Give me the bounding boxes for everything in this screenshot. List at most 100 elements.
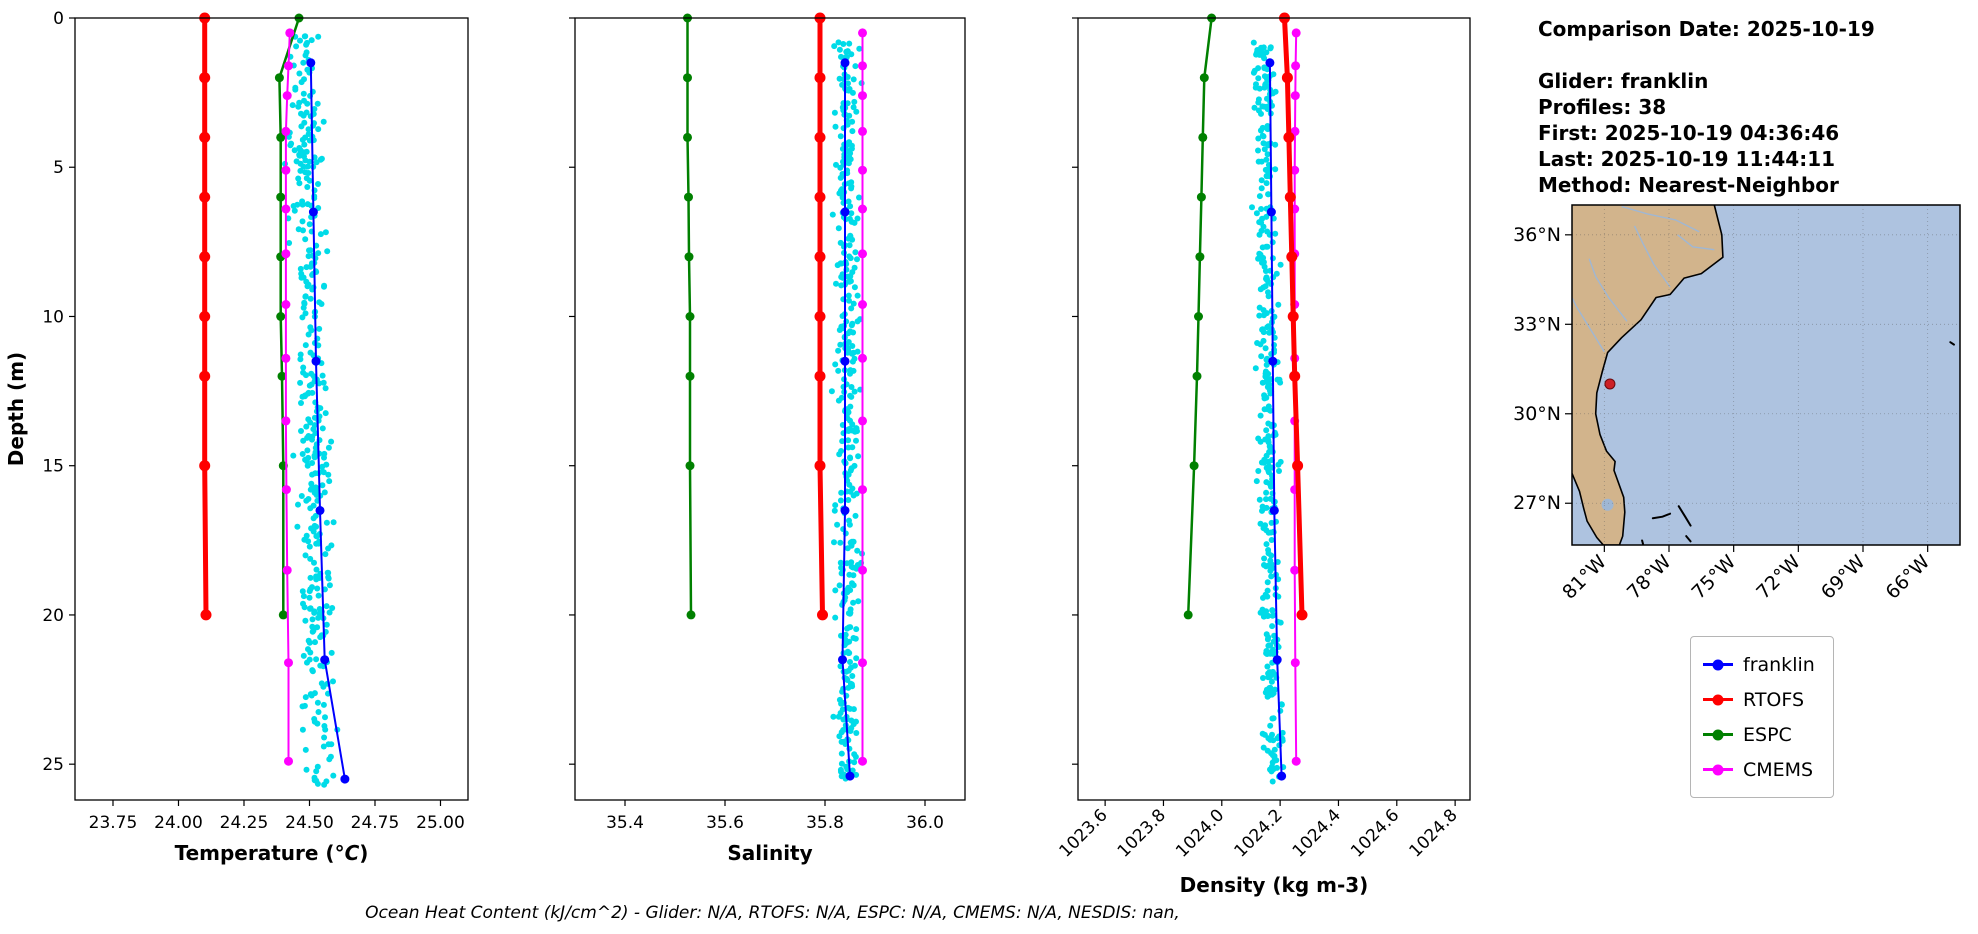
map-river (1572, 297, 1605, 353)
salinity-xtick-label: 35.6 (706, 813, 744, 833)
temperature-ylabel: Depth (m) (4, 352, 28, 466)
salinity-ESPC-markers (683, 13, 696, 620)
map-river (1621, 205, 1700, 233)
density-frame (1077, 17, 1471, 801)
map-lat-tick-label: 33°N (1513, 313, 1561, 335)
density-xtick-label: 1024.2 (1230, 805, 1286, 861)
temperature-RTOFS-markers (199, 12, 212, 621)
temperature-xtick-label: 24.75 (351, 813, 400, 833)
map-glider-position-marker (1604, 378, 1616, 390)
glider-name-text: Glider: franklin (1538, 69, 1709, 93)
density-ESPC-markers (1183, 13, 1217, 620)
map-lon-tick-label: 75°W (1688, 551, 1741, 604)
salinity-xlabel: Salinity (727, 841, 812, 865)
ocean-heat-content-caption: Ocean Heat Content (kJ/cm^2) - Glider: N… (365, 903, 1180, 923)
temperature-CMEMS-line (284, 32, 291, 762)
legend-item-cmems: CMEMS (1703, 752, 1815, 787)
map-river (1588, 258, 1628, 322)
density-xtick-label: 1024.4 (1289, 805, 1345, 861)
salinity-xtick-label: 35.8 (806, 813, 844, 833)
plot-salinity: 35.4 35.6 35.8 36.0 Salinity (569, 12, 966, 865)
temperature-xtick-label: 24.25 (220, 813, 269, 833)
temperature-xtick-label: 25.00 (416, 813, 465, 833)
info-spacer (1538, 42, 1875, 68)
map-land (1572, 205, 1723, 545)
map-island (1949, 341, 1955, 346)
map-frame (1571, 204, 1961, 546)
density-xtick-label: 1023.6 (1055, 805, 1111, 861)
legend-line-marker-espc (1703, 729, 1733, 740)
legend-label-franklin: franklin (1743, 653, 1815, 676)
map-coastline (1572, 205, 1724, 545)
legend-dot-cmems (1712, 764, 1724, 775)
density-xtick-label: 1024.8 (1405, 805, 1461, 861)
map-lon-tick-label: 81°W (1558, 551, 1611, 604)
temperature-glider-observations (282, 33, 341, 788)
salinity-RTOFS-markers (814, 12, 828, 621)
legend-item-franklin: franklin (1703, 647, 1815, 682)
salinity-franklin-markers (838, 58, 855, 781)
map-island (1641, 539, 1645, 545)
legend-label-rtofs: RTOFS (1743, 688, 1805, 711)
temperature-ytick-label: 25 (42, 755, 64, 775)
legend-label-espc: ESPC (1743, 723, 1792, 746)
legend-line-marker-rtofs (1703, 694, 1733, 705)
temperature-ytick-label: 0 (53, 9, 64, 29)
map-lon-tick-label: 66°W (1882, 551, 1935, 604)
map-island (1677, 505, 1692, 527)
map-lon-tick-label: 78°W (1623, 551, 1676, 604)
map-island (1651, 512, 1672, 520)
temperature-xtick-label: 24.00 (154, 813, 203, 833)
temperature-xlabel: Temperature (°C) (175, 841, 369, 865)
plot-density: 1023.6 1023.8 1024.0 1024.2 1024.4 1024.6 1024… (1055, 12, 1471, 897)
map-river (1633, 225, 1671, 288)
density-xtick-label: 1024.6 (1347, 805, 1403, 861)
map-river (1677, 234, 1715, 251)
temperature-frame (74, 17, 469, 801)
legend-line-marker-cmems (1703, 764, 1733, 775)
legend-line-marker-franklin (1703, 659, 1733, 670)
density-RTOFS-markers (1279, 12, 1308, 621)
first-profile-time-text: First: 2025-10-19 04:36:46 (1538, 121, 1840, 145)
temperature-franklin-line (309, 62, 346, 780)
profiles-count-text: Profiles: 38 (1538, 95, 1667, 119)
density-xtick-label: 1023.8 (1114, 805, 1170, 861)
temperature-ytick-label: 20 (42, 606, 64, 626)
legend: franklin RTOFS ESPC CMEMS (1690, 636, 1834, 798)
salinity-glider-observations (828, 39, 865, 782)
map-lat-tick-label: 27°N (1513, 492, 1561, 514)
legend-dot-rtofs (1712, 694, 1724, 705)
temperature-CMEMS-markers (281, 28, 295, 766)
temperature-ytick-label: 15 (42, 457, 64, 477)
legend-label-cmems: CMEMS (1743, 758, 1814, 781)
map-lon-tick-label: 69°W (1817, 551, 1870, 604)
info-panel: Comparison Date: 2025-10-19 Glider: fran… (1538, 16, 1875, 198)
temperature-ytick-label: 10 (42, 307, 64, 327)
legend-item-espc: ESPC (1703, 717, 1815, 752)
glider-location-map: 81°W 78°W 75°W 72°W 69°W 66°W 27°N 30°N 33°N 36°N (1513, 204, 1961, 604)
temperature-xtick-label: 23.75 (89, 813, 138, 833)
legend-dot-espc (1712, 729, 1724, 740)
map-island (1685, 535, 1692, 543)
map-gridlines (1572, 205, 1960, 545)
density-glider-observations (1249, 39, 1287, 785)
legend-item-rtofs: RTOFS (1703, 682, 1815, 717)
temperature-ytick-label: 5 (53, 158, 64, 178)
density-franklin-markers (1265, 58, 1287, 781)
density-xlabel: Density (kg m-3) (1180, 873, 1369, 897)
salinity-frame (574, 17, 966, 801)
comparison-date-text: Comparison Date: 2025-10-19 (1538, 17, 1875, 41)
last-profile-time-text: Last: 2025-10-19 11:44:11 (1538, 147, 1836, 171)
salinity-xtick-label: 35.4 (606, 813, 644, 833)
legend-dot-franklin (1712, 659, 1724, 670)
temperature-franklin-markers (306, 58, 350, 784)
map-lat-tick-label: 30°N (1513, 403, 1561, 425)
salinity-xtick-label: 36.0 (906, 813, 944, 833)
method-text: Method: Nearest-Neighbor (1538, 173, 1839, 197)
temperature-xtick-label: 24.50 (285, 813, 334, 833)
density-xtick-label: 1024.0 (1172, 805, 1228, 861)
map-lon-tick-label: 72°W (1752, 551, 1805, 604)
density-franklin-line (1268, 62, 1283, 777)
